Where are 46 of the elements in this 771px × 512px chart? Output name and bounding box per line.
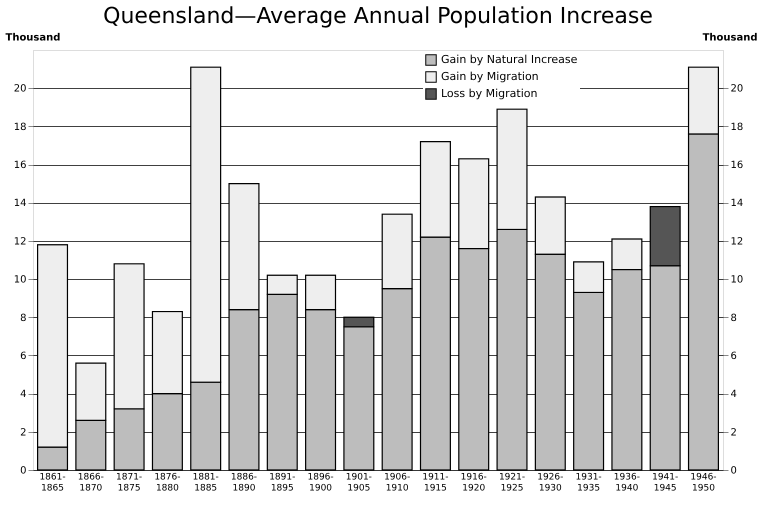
x-tick-label: 1916-1920 [460,472,487,494]
x-tick-label: 1871-1875 [116,472,142,494]
y2-tick-label: 0 [730,466,737,476]
y2-tick-label: 12 [730,236,744,248]
y-tick-label: 8 [20,312,26,324]
x-tick-label: 1941-1945 [652,472,678,494]
chart-title: Queensland—Average Annual Population Increase [103,4,653,29]
y-tick-label: 2 [20,427,26,438]
y-tick-label: 10 [14,274,26,286]
x-tick-label: 1921-1925 [498,472,526,494]
y2-tick-label: 8 [730,312,737,324]
legend-label: Gain by Migration [441,70,539,83]
y2-axis-title: Thousand [702,32,758,44]
y2-tick-label: 18 [730,122,744,133]
x-tick-label: 1876-1880 [154,472,180,494]
x-tick-label: 1926-1930 [537,472,564,494]
x-tick-label: 1886-1890 [230,472,258,494]
x-tick-label: 1931-1935 [576,472,602,494]
y-tick-label: 0 [20,466,26,476]
x-tick-label: 1861-1865 [39,472,66,494]
y-tick-label: 18 [14,122,26,133]
y-tick-label: 6 [20,350,26,362]
y-tick-label: 4 [20,389,26,400]
legend-label: Loss by Migration [441,87,538,100]
y2-tick-label: 16 [730,160,744,172]
x-tick-label: 1891-1895 [269,472,296,494]
x-tick-label: 1866-1870 [78,472,104,494]
y2-tick-label: 6 [730,350,737,362]
y2-tick-label: 14 [730,198,744,210]
y-tick-label: 16 [14,160,26,172]
x-tick-label: 1906-1910 [384,472,410,494]
y-tick-label: 20 [14,84,26,95]
x-tick-label: 1946-1950 [690,472,717,494]
y2-tick-label: 10 [730,274,744,286]
y2-tick-label: 20 [730,84,744,95]
x-tick-label: 1896-1900 [307,472,334,494]
x-tick-label: 1901-1905 [346,472,372,494]
x-tick-label: 1911-1915 [422,472,449,494]
legend-label: Gain by Natural Increase [441,53,578,66]
y-tick-label: 12 [14,236,26,248]
y2-tick-label: 2 [730,427,737,438]
x-tick-label: 1881-1885 [192,472,219,494]
x-tick-label: 1936-1940 [614,472,640,494]
y-axis-title: Thousand [6,32,60,44]
y2-tick-label: 4 [730,389,737,400]
y-tick-label: 14 [14,198,26,210]
